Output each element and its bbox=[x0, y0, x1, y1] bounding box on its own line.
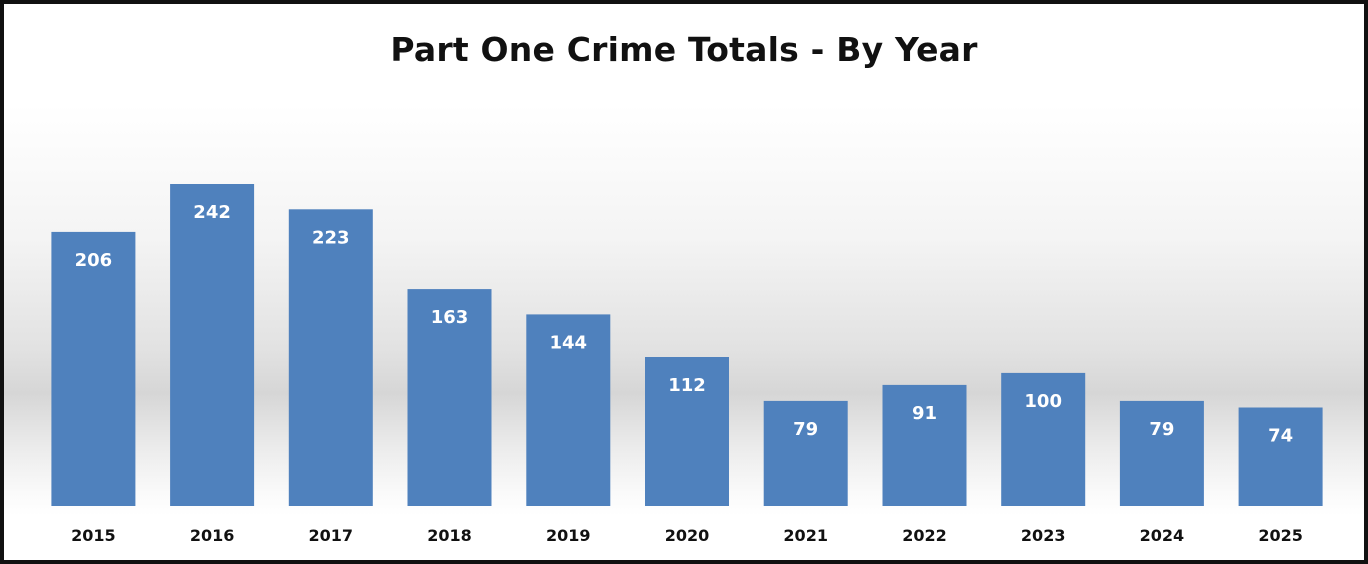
x-tick-label-2016: 2016 bbox=[190, 526, 235, 545]
bar-2015 bbox=[51, 231, 136, 506]
data-label-2024: 79 bbox=[1149, 419, 1174, 440]
x-tick-label-2021: 2021 bbox=[783, 526, 828, 545]
data-label-2016: 242 bbox=[193, 202, 231, 223]
data-label-2023: 100 bbox=[1024, 391, 1062, 412]
bar-2022 bbox=[882, 384, 967, 506]
data-label-2019: 144 bbox=[550, 332, 588, 353]
x-tick-label-2025: 2025 bbox=[1258, 526, 1303, 545]
x-tick-label-2017: 2017 bbox=[309, 526, 354, 545]
bar-2024 bbox=[1119, 400, 1204, 506]
bar-2016 bbox=[170, 184, 255, 506]
x-tick-label-2019: 2019 bbox=[546, 526, 591, 545]
bars-layer bbox=[51, 184, 1323, 507]
data-label-2018: 163 bbox=[431, 307, 469, 328]
bar-2025 bbox=[1238, 407, 1323, 506]
chart-title: Part One Crime Totals - By Year bbox=[390, 30, 978, 69]
data-label-2021: 79 bbox=[793, 419, 818, 440]
data-labels-layer: 206 242 223 163 144 112 79 91 100 79 74 bbox=[75, 202, 1294, 447]
x-tick-label-2018: 2018 bbox=[427, 526, 472, 545]
bar-2017 bbox=[288, 209, 373, 507]
x-axis-tick-labels: 2015 2016 2017 2018 2019 2020 2021 2022 2023 2024… bbox=[71, 526, 1303, 545]
bar-2023 bbox=[1001, 372, 1086, 506]
data-label-2022: 91 bbox=[912, 403, 937, 424]
data-label-2020: 112 bbox=[668, 375, 706, 396]
x-tick-label-2023: 2023 bbox=[1021, 526, 1066, 545]
x-tick-label-2020: 2020 bbox=[665, 526, 710, 545]
x-tick-label-2015: 2015 bbox=[71, 526, 116, 545]
bar-2019 bbox=[526, 314, 611, 506]
x-tick-label-2024: 2024 bbox=[1140, 526, 1185, 545]
data-label-2025: 74 bbox=[1268, 426, 1293, 447]
data-label-2015: 206 bbox=[75, 250, 113, 271]
x-tick-label-2022: 2022 bbox=[902, 526, 947, 545]
bar-2018 bbox=[407, 289, 492, 506]
bar-2020 bbox=[645, 357, 729, 506]
bar-2021 bbox=[763, 400, 848, 506]
data-label-2017: 223 bbox=[312, 227, 350, 248]
